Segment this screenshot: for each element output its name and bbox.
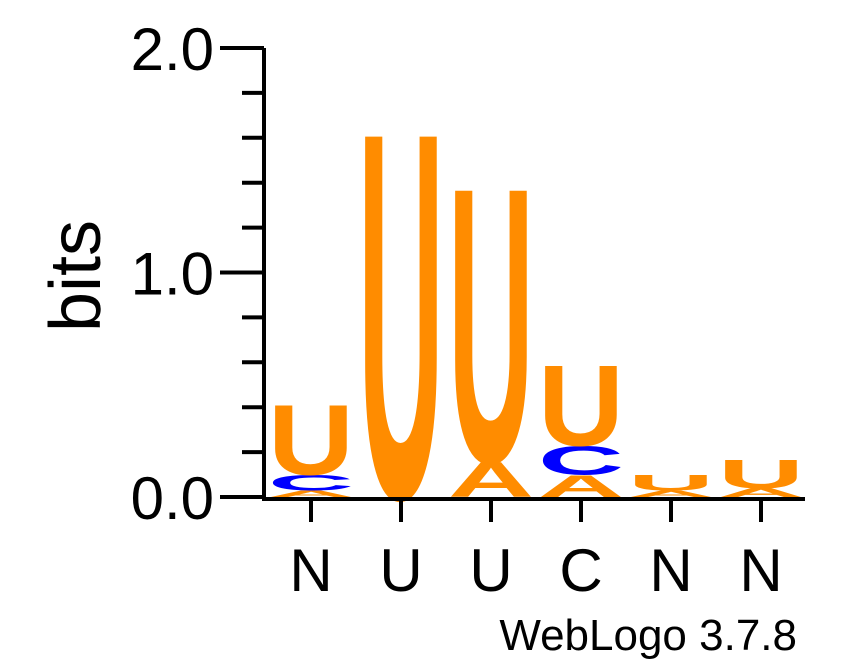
svg-text:U: U <box>448 106 534 545</box>
svg-text:U: U <box>538 341 624 470</box>
x-tick-label: U <box>469 537 512 604</box>
logo-letter-u: U <box>718 452 804 497</box>
logo-letter-u: U <box>538 341 624 470</box>
logo-letter-c: C <box>268 471 354 495</box>
x-tick-label: C <box>559 537 602 604</box>
credit-label: WebLogo 3.7.8 <box>499 611 797 660</box>
svg-text:U: U <box>268 386 354 497</box>
logo-letter-u: U <box>448 106 534 545</box>
svg-text:U: U <box>628 471 714 495</box>
logo-letter-u: U <box>628 471 714 495</box>
svg-text:C: C <box>268 471 354 495</box>
logo-letter-a: A <box>268 489 354 499</box>
svg-text:A: A <box>268 489 354 499</box>
y-tick-label: 0.0 <box>131 465 214 532</box>
y-tick-label: 1.0 <box>131 241 214 308</box>
logo-letter-u: U <box>268 386 354 497</box>
logo-letter-a: A <box>628 489 714 499</box>
logo-letter-c: C <box>538 438 624 483</box>
y-tick-label: 2.0 <box>131 16 214 83</box>
svg-text:A: A <box>718 486 804 500</box>
y-ticks: 0.0 1.0 2.0 <box>131 16 264 532</box>
svg-text:C: C <box>538 438 624 483</box>
x-tick-label: N <box>649 537 692 604</box>
x-tick-label: N <box>289 537 332 604</box>
svg-text:A: A <box>628 489 714 499</box>
logo-letter-a: A <box>718 486 804 500</box>
y-axis-label: bits <box>36 220 116 332</box>
x-tick-label: N <box>739 537 782 604</box>
x-tick-label: U <box>379 537 422 604</box>
svg-text:U: U <box>718 452 804 497</box>
